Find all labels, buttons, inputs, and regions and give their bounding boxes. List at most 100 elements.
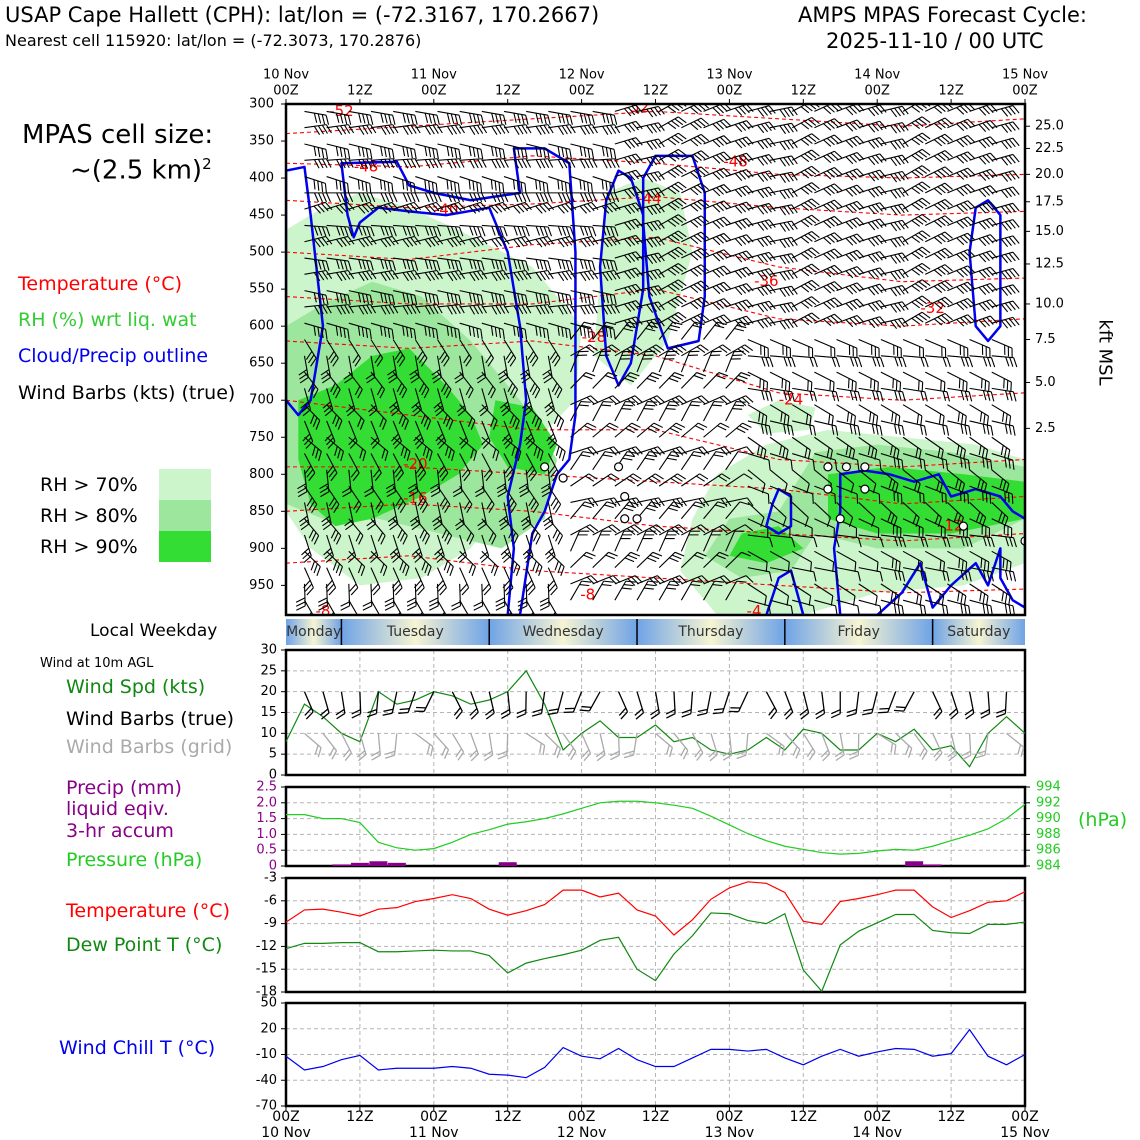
barb-509-feather [678,311,687,319]
barb-30 [303,599,316,615]
barb-318 [526,235,555,248]
isotherm-2 [286,196,1025,216]
barb-221-feather [476,182,479,192]
barb-250-feather [494,147,498,158]
barb-863-feather [924,537,929,548]
barb-280-feather [517,125,524,135]
barb-619-feather [736,580,747,583]
barb-147-feather [399,504,406,514]
barb-720-feather [830,217,839,226]
barb-254-feather [494,204,503,213]
barb-87-feather [358,535,364,545]
barb-499-feather [678,149,687,156]
legend-wind-spd: Wind Spd (kts) [66,676,206,698]
barb-608-feather [732,408,743,410]
barb-316 [526,201,555,214]
barb-576-feather [719,396,728,405]
barb-655-feather [783,173,790,183]
barb-44-feather [335,325,339,336]
barb-884-feather [940,380,942,391]
barb-577-feather [711,404,722,407]
barb-290-feather [524,295,529,305]
barb-372-feather [587,114,592,125]
barb-250 [481,143,506,160]
barb-84-feather [342,491,352,498]
barb-14-feather [308,354,315,364]
barb-370-feather [540,605,550,611]
barb-412-feather [602,259,606,270]
barb-366-feather [557,535,563,545]
barb-848-feather [921,279,931,286]
barb-624-feather [760,172,769,181]
barb-207 [437,453,449,482]
barb-847-feather [921,262,931,270]
barb-94-feather [388,124,395,134]
barb-285 [503,201,532,214]
barb-895 [924,550,946,572]
barb-157-feather [432,148,436,159]
barb-569-feather [719,283,728,292]
barb-603-feather [736,324,747,329]
barb-836-feather [897,604,901,615]
barb-872 [924,166,953,179]
barb-400 [570,551,596,568]
barb-294-feather [499,377,509,384]
barb-546 [680,400,702,422]
barb-776-feather [871,123,879,132]
barb-620 [747,105,776,117]
barb-780 [858,185,887,198]
barb-122-feather [362,605,372,611]
barb-187-feather [446,126,454,135]
barb-803 [858,567,884,582]
barb-734-feather [834,459,838,470]
barb-457-feather [626,477,636,485]
barb-193-feather [446,225,452,236]
barb-529-feather [697,135,706,143]
barb-598-feather [734,254,743,263]
barb-201-feather [432,377,442,384]
barb-312-feather [539,147,543,158]
barb-651-feather [791,106,798,116]
barb-807-feather [897,123,905,132]
barb-288-feather [521,260,526,271]
barb-623-feather [764,155,772,164]
barb-509-feather [674,313,684,321]
barb-493 [636,551,663,568]
barb-254-feather [490,205,499,214]
barb-89 [348,550,366,577]
barb-503-feather [678,214,687,221]
barb-131-feather [402,225,408,236]
barb-485-feather [650,425,660,431]
barb-337-feather [532,560,537,571]
barb-49-feather [332,414,337,425]
barb-167 [415,304,443,315]
barb-178-feather [421,504,429,514]
barb-506-feather [674,265,684,272]
barb-466-feather [650,124,658,133]
barb-844-feather [914,218,924,225]
barb-426 [592,473,620,487]
barb-314 [526,176,549,194]
barb-880-feather [933,302,943,310]
barb-554 [680,530,701,552]
barb-238 [459,453,471,482]
barb-414-feather [601,292,606,303]
barb-371-feather [549,611,556,615]
barb-432-feather [608,576,617,585]
barb-665-feather [786,346,788,357]
barb-290-feather [513,292,517,303]
barb-945-feather [983,356,988,367]
barb-706-shaft [791,502,809,518]
barb-69-feather [362,226,367,236]
barb-512-feather [665,354,676,356]
barb-320-feather [543,270,550,280]
barb-137-feather [409,328,413,339]
barb-844 [902,214,931,227]
barb-200-feather [438,351,446,360]
barb-358-feather [545,405,554,413]
barb-868-feather [937,104,946,112]
barb-291 [503,304,532,315]
barb-315 [526,192,553,203]
barb-410 [592,224,619,237]
barb-909-feather [967,265,976,274]
